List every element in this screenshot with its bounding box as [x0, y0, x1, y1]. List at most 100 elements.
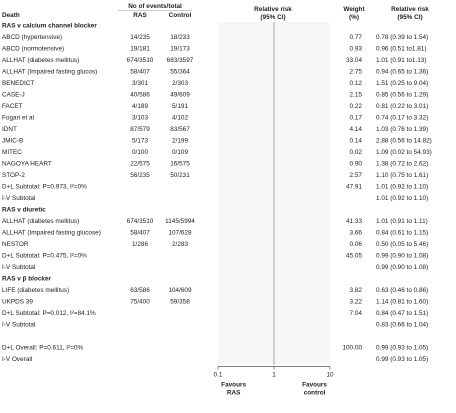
ci-value: 0.63 (0.46 to 0.86) [376, 287, 428, 294]
header-weight-2: (%) [349, 14, 359, 21]
ci-value: 0.50 (0.05 to 5.46) [376, 241, 428, 248]
weight-value: 0.90 [350, 160, 363, 167]
ci-value: 0.85 (0.56 to 1.29) [376, 91, 428, 98]
weight-value: 2.15 [350, 91, 363, 98]
ras-events: 56/235 [130, 172, 150, 179]
control-events: 5/191 [172, 103, 188, 110]
ci-value: 1.03 (0.76 to 1.39) [376, 126, 428, 133]
ci-value: 1.01 (0.92 to 1.10) [376, 195, 428, 202]
study-label: NAGOYA HEART [2, 160, 52, 167]
weight-value: 0.06 [350, 241, 363, 248]
control-events: 2/303 [172, 80, 188, 87]
ci-value: 1.10 (0.75 to 1.61) [376, 172, 428, 179]
control-events: 107/628 [168, 229, 192, 236]
ras-events: 58/407 [130, 68, 150, 75]
summary-label: D+L Subtotal: P=0.012, I²=84.1% [2, 310, 96, 317]
weight-value: 33.04 [346, 57, 362, 64]
ras-events: 19/181 [130, 45, 150, 52]
ci-value: 0.99 (0.90 to 1.08) [376, 264, 428, 271]
header-row: No of events/total Death RAS Control Rel… [2, 3, 429, 21]
ras-events: 14/235 [130, 34, 150, 41]
study-label: NESTOR [2, 241, 29, 248]
weight-value: 2.57 [350, 172, 363, 179]
study-label: UKPDS 39 [2, 298, 33, 305]
header-ci-2: (95% CI) [397, 14, 422, 21]
study-label: ABCD (normotensive) [2, 45, 64, 52]
ci-value: 0.99 (0.93 to 1.05) [376, 344, 428, 351]
ci-value: 0.96 (0.51 to1.81) [376, 45, 426, 52]
ci-value: 1.01 (0.91 to 1.11) [376, 218, 428, 225]
study-label: LIFE (diabetes mellitus) [2, 287, 69, 294]
favours-right-line1: Favours [302, 382, 327, 389]
control-events: 18/233 [170, 34, 190, 41]
study-label: MITEC [2, 149, 22, 156]
header-ci-1: Relative risk [391, 6, 429, 13]
control-events: 683/3597 [167, 57, 194, 64]
control-events: 49/609 [170, 91, 190, 98]
header-ras: RAS [133, 12, 147, 19]
study-label: BENEDICT [2, 80, 34, 87]
weight-value: 3.82 [350, 287, 363, 294]
ci-value: 1.38 (0.72 to 2.62) [376, 160, 428, 167]
favours-left-line1: Favours [221, 382, 246, 389]
study-label: STOP-2 [2, 172, 25, 179]
x-tick-label: 0.1 [214, 372, 223, 379]
study-label: IDNT [2, 126, 17, 133]
ci-value: 0.81 (0.22 to 3.01) [376, 103, 428, 110]
study-label: ALLHAT (Impaired fasting glucose) [2, 229, 101, 236]
weight-value: 3.22 [350, 298, 363, 305]
ras-events: 0/100 [132, 149, 148, 156]
ci-value: 0.74 (0.17 to 3.32) [376, 114, 428, 121]
weight-value: 47.91 [346, 183, 362, 190]
ras-events: 58/407 [130, 229, 150, 236]
ras-events: 674/3510 [127, 57, 154, 64]
forest-rows: RAS v calcium channel blocker ABCD (hyper… [2, 22, 432, 363]
weight-value: 0.22 [350, 103, 363, 110]
ras-events: 40/586 [130, 91, 150, 98]
weight-value: 7.04 [350, 310, 363, 317]
ci-value: 0.94 (0.65 to 1.36) [376, 68, 428, 75]
group-label: RAS v calcium channel blocker [2, 22, 97, 29]
ci-value: 1.01 (0.91 to1.13) [376, 57, 426, 64]
summary-label: I-V Subtotal [2, 264, 35, 271]
favours-left-line2: RAS [227, 390, 241, 397]
ci-value: 1.14 (0.81 to 1.60) [376, 298, 428, 305]
control-events: 4/102 [172, 114, 188, 121]
control-events: 2/199 [172, 137, 188, 144]
weight-value: 0.17 [350, 114, 363, 121]
ras-events: 63/586 [130, 287, 150, 294]
ci-value: 0.99 (0.93 to 1.05) [376, 356, 428, 363]
ras-events: 4/189 [132, 103, 148, 110]
study-label: ABCD (hypertensive) [2, 34, 62, 41]
ras-events: 3/301 [132, 80, 148, 87]
study-label: ALLHAT (diabetes mellitus) [2, 57, 79, 64]
ras-events: 87/579 [130, 126, 150, 133]
study-label: CASE-J [2, 91, 25, 98]
control-events: 1145/5994 [165, 218, 195, 225]
control-events: 19/173 [170, 45, 190, 52]
weight-value: 0.12 [350, 80, 363, 87]
weight-value: 4.14 [350, 126, 363, 133]
ras-events: 1/286 [132, 241, 148, 248]
control-events: 0/109 [172, 149, 188, 156]
summary-label: I-V Subtotal [2, 195, 35, 202]
ras-events: 3/103 [132, 114, 148, 121]
weight-value: 3.66 [350, 229, 363, 236]
header-death: Death [2, 12, 20, 19]
x-tick-label: 10 [326, 372, 334, 379]
header-rr-1: Relative risk [254, 6, 292, 13]
ci-value: 2.88 (0.56 to 14.82) [376, 137, 432, 144]
study-label: Fogari et al [2, 114, 34, 121]
ci-value: 1.01 (0.92 to 1.10) [376, 183, 428, 190]
weight-value: 0.02 [350, 149, 363, 156]
ci-value: 0.84 (0.47 to 1.51) [376, 310, 428, 317]
weight-value: 0.93 [350, 45, 363, 52]
control-events: 2/283 [172, 241, 188, 248]
ras-events: 674/3510 [127, 218, 154, 225]
study-label: JMIC-B [2, 137, 23, 144]
weight-value: 100.00 [342, 344, 362, 351]
control-events: 50/231 [170, 172, 190, 179]
control-events: 83/567 [170, 126, 190, 133]
